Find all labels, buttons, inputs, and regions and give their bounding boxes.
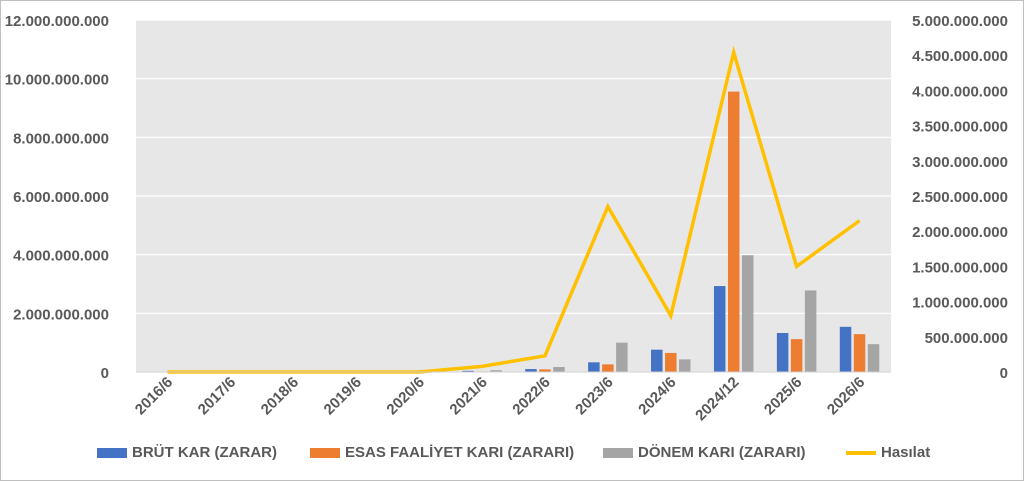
y-right-tick-label: 1.000.000.000: [912, 295, 1008, 312]
gridlines: [136, 19, 891, 373]
bar: [853, 334, 866, 372]
x-tick-label: 2026/6: [824, 374, 868, 418]
legend-label-donem-kari: DÖNEM KARI (ZARARI): [638, 444, 806, 461]
legend-label-brut-kar: BRÜT KAR (ZARAR): [132, 444, 277, 461]
bar: [741, 255, 754, 372]
y-left-tick-label: 8.000.000.000: [13, 130, 109, 147]
legend-item-hasilat: Hasılat: [846, 444, 930, 461]
y-axis-right: 0 500.000.000 1.000.000.000 1.500.000.000 2.…: [912, 13, 1008, 382]
x-tick-label: 2022/6: [509, 374, 553, 418]
legend-label-hasilat: Hasılat: [881, 444, 931, 461]
x-tick-label: 2025/6: [761, 374, 805, 418]
bar: [651, 349, 663, 372]
bar-series: [462, 91, 880, 372]
bar: [553, 367, 565, 372]
y-right-tick-label: 0: [1000, 365, 1008, 382]
y-right-tick-label: 2.000.000.000: [912, 224, 1008, 241]
bar: [776, 332, 789, 372]
y-left-tick-label: 12.000.000.000: [5, 13, 109, 30]
x-tick-label: 2019/6: [321, 374, 365, 418]
legend-swatch-hasilat: [846, 450, 876, 455]
y-right-tick-label: 2.500.000.000: [912, 189, 1008, 206]
bar: [727, 91, 740, 372]
y-right-tick-label: 4.000.000.000: [912, 83, 1008, 100]
legend-item-esas-faaliyet: ESAS FAALİYET KARI (ZARARI): [310, 444, 574, 461]
bar: [804, 290, 817, 372]
bar: [462, 370, 474, 372]
bar: [539, 369, 551, 372]
bar: [679, 359, 691, 372]
y-right-tick-label: 5.000.000.000: [912, 13, 1008, 30]
legend-swatch-donem-kari: [603, 447, 633, 458]
x-tick-label: 2024/12: [692, 374, 742, 424]
y-left-tick-label: 2.000.000.000: [13, 306, 109, 323]
x-tick-label: 2018/6: [258, 374, 302, 418]
x-tick-label: 2023/6: [572, 374, 616, 418]
y-right-tick-label: 1.500.000.000: [912, 259, 1008, 276]
bar: [616, 342, 628, 372]
legend: BRÜT KAR (ZARAR) ESAS FAALİYET KARI (ZAR…: [0, 440, 1024, 468]
legend-swatch-brut-kar: [97, 447, 127, 458]
legend-label-esas-faaliyet: ESAS FAALİYET KARI (ZARARI): [345, 444, 575, 461]
bar: [588, 362, 600, 372]
combo-chart: 0 2.000.000.000 4.000.000.000 6.000.000.000…: [5, 13, 1008, 424]
bar: [790, 339, 803, 372]
bar: [839, 326, 852, 372]
x-axis: 2016/6 2017/6 2018/6 2019/6 2020/6 2021/6 2022…: [132, 371, 891, 424]
bar: [602, 364, 614, 372]
y-axis-left: 0 2.000.000.000 4.000.000.000 6.000.000.000…: [5, 13, 109, 382]
x-tick-label: 2016/6: [132, 374, 176, 418]
legend-swatch-esas-faaliyet: [310, 447, 340, 458]
y-left-tick-label: 0: [101, 365, 109, 382]
bar: [490, 370, 502, 372]
y-right-tick-label: 500.000.000: [925, 330, 1008, 347]
y-right-tick-label: 3.500.000.000: [912, 119, 1008, 136]
y-left-tick-label: 10.000.000.000: [5, 72, 109, 89]
y-right-tick-label: 3.000.000.000: [912, 154, 1008, 171]
x-tick-label: 2020/6: [383, 374, 427, 418]
y-left-tick-label: 4.000.000.000: [13, 248, 109, 265]
bar: [665, 352, 677, 372]
x-tick-label: 2021/6: [446, 374, 490, 418]
bar: [867, 344, 880, 372]
legend-item-brut-kar: BRÜT KAR (ZARAR): [97, 444, 277, 461]
bar: [713, 286, 726, 372]
x-tick-label: 2024/6: [635, 374, 679, 418]
y-left-tick-label: 6.000.000.000: [13, 189, 109, 206]
bar: [525, 369, 537, 372]
y-right-tick-label: 4.500.000.000: [912, 48, 1008, 65]
x-tick-label: 2017/6: [195, 374, 239, 418]
legend-item-donem-kari: DÖNEM KARI (ZARARI): [603, 444, 805, 461]
